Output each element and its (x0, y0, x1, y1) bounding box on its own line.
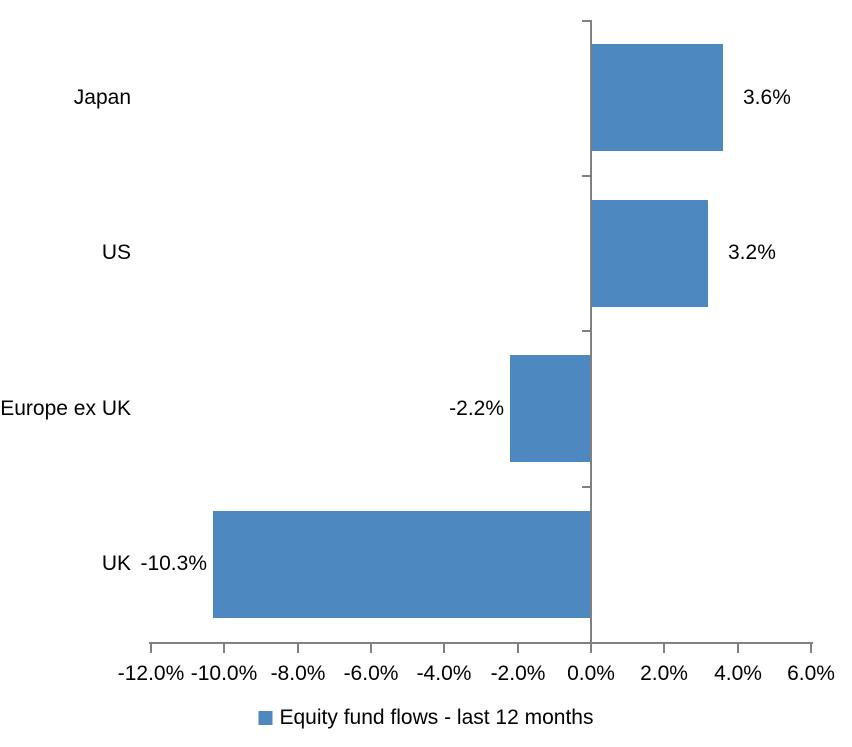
x-axis-tick-4 (443, 642, 445, 653)
category-label-europe-ex-uk: Europe ex UK (0, 397, 131, 420)
x-axis-tick-label-8: 4.0% (714, 662, 762, 685)
x-axis-tick-6 (590, 642, 592, 653)
legend: Equity fund flows - last 12 months (258, 705, 594, 731)
x-axis-tick-2 (297, 642, 299, 653)
bar-europe-ex-uk (510, 355, 590, 462)
category-axis-tick-0 (582, 20, 590, 22)
category-axis-tick-3 (582, 486, 590, 488)
x-axis-tick-8 (737, 642, 739, 653)
category-label-us: US (101, 241, 131, 264)
x-axis-tick-label-1: -10.0% (190, 662, 258, 685)
x-axis-tick-label-9: 6.0% (787, 662, 835, 685)
bar-japan (592, 44, 723, 151)
value-axis-line (149, 642, 813, 644)
value-label-europe-ex-uk: -2.2% (449, 397, 504, 420)
legend-label: Equity fund flows - last 12 months (279, 706, 594, 729)
x-axis-tick-label-4: -4.0% (416, 662, 472, 685)
legend-swatch-icon (258, 711, 273, 725)
value-label-uk: -10.3% (140, 552, 207, 575)
x-axis-tick-label-0: -12.0% (117, 662, 185, 685)
category-label-uk: UK (101, 552, 131, 575)
bar-uk (213, 511, 590, 618)
x-axis-tick-5 (517, 642, 519, 653)
category-axis-tick-2 (582, 330, 590, 332)
x-axis-tick-label-7: 2.0% (640, 662, 688, 685)
category-label-japan: Japan (73, 86, 131, 109)
x-axis-tick-label-2: -8.0% (270, 662, 326, 685)
x-axis-tick-1 (223, 642, 225, 653)
bar-us (592, 200, 708, 307)
x-axis-tick-0 (150, 642, 152, 653)
x-axis-tick-label-5: -2.0% (490, 662, 546, 685)
value-label-us: 3.2% (728, 241, 776, 264)
category-axis-tick-1 (582, 175, 590, 177)
x-axis-tick-label-6: 0.0% (567, 662, 615, 685)
x-axis-tick-label-3: -6.0% (343, 662, 399, 685)
category-axis-line (590, 20, 592, 644)
x-axis-tick-9 (810, 642, 812, 653)
x-axis-tick-3 (370, 642, 372, 653)
x-axis-tick-7 (663, 642, 665, 653)
value-label-japan: 3.6% (743, 86, 791, 109)
